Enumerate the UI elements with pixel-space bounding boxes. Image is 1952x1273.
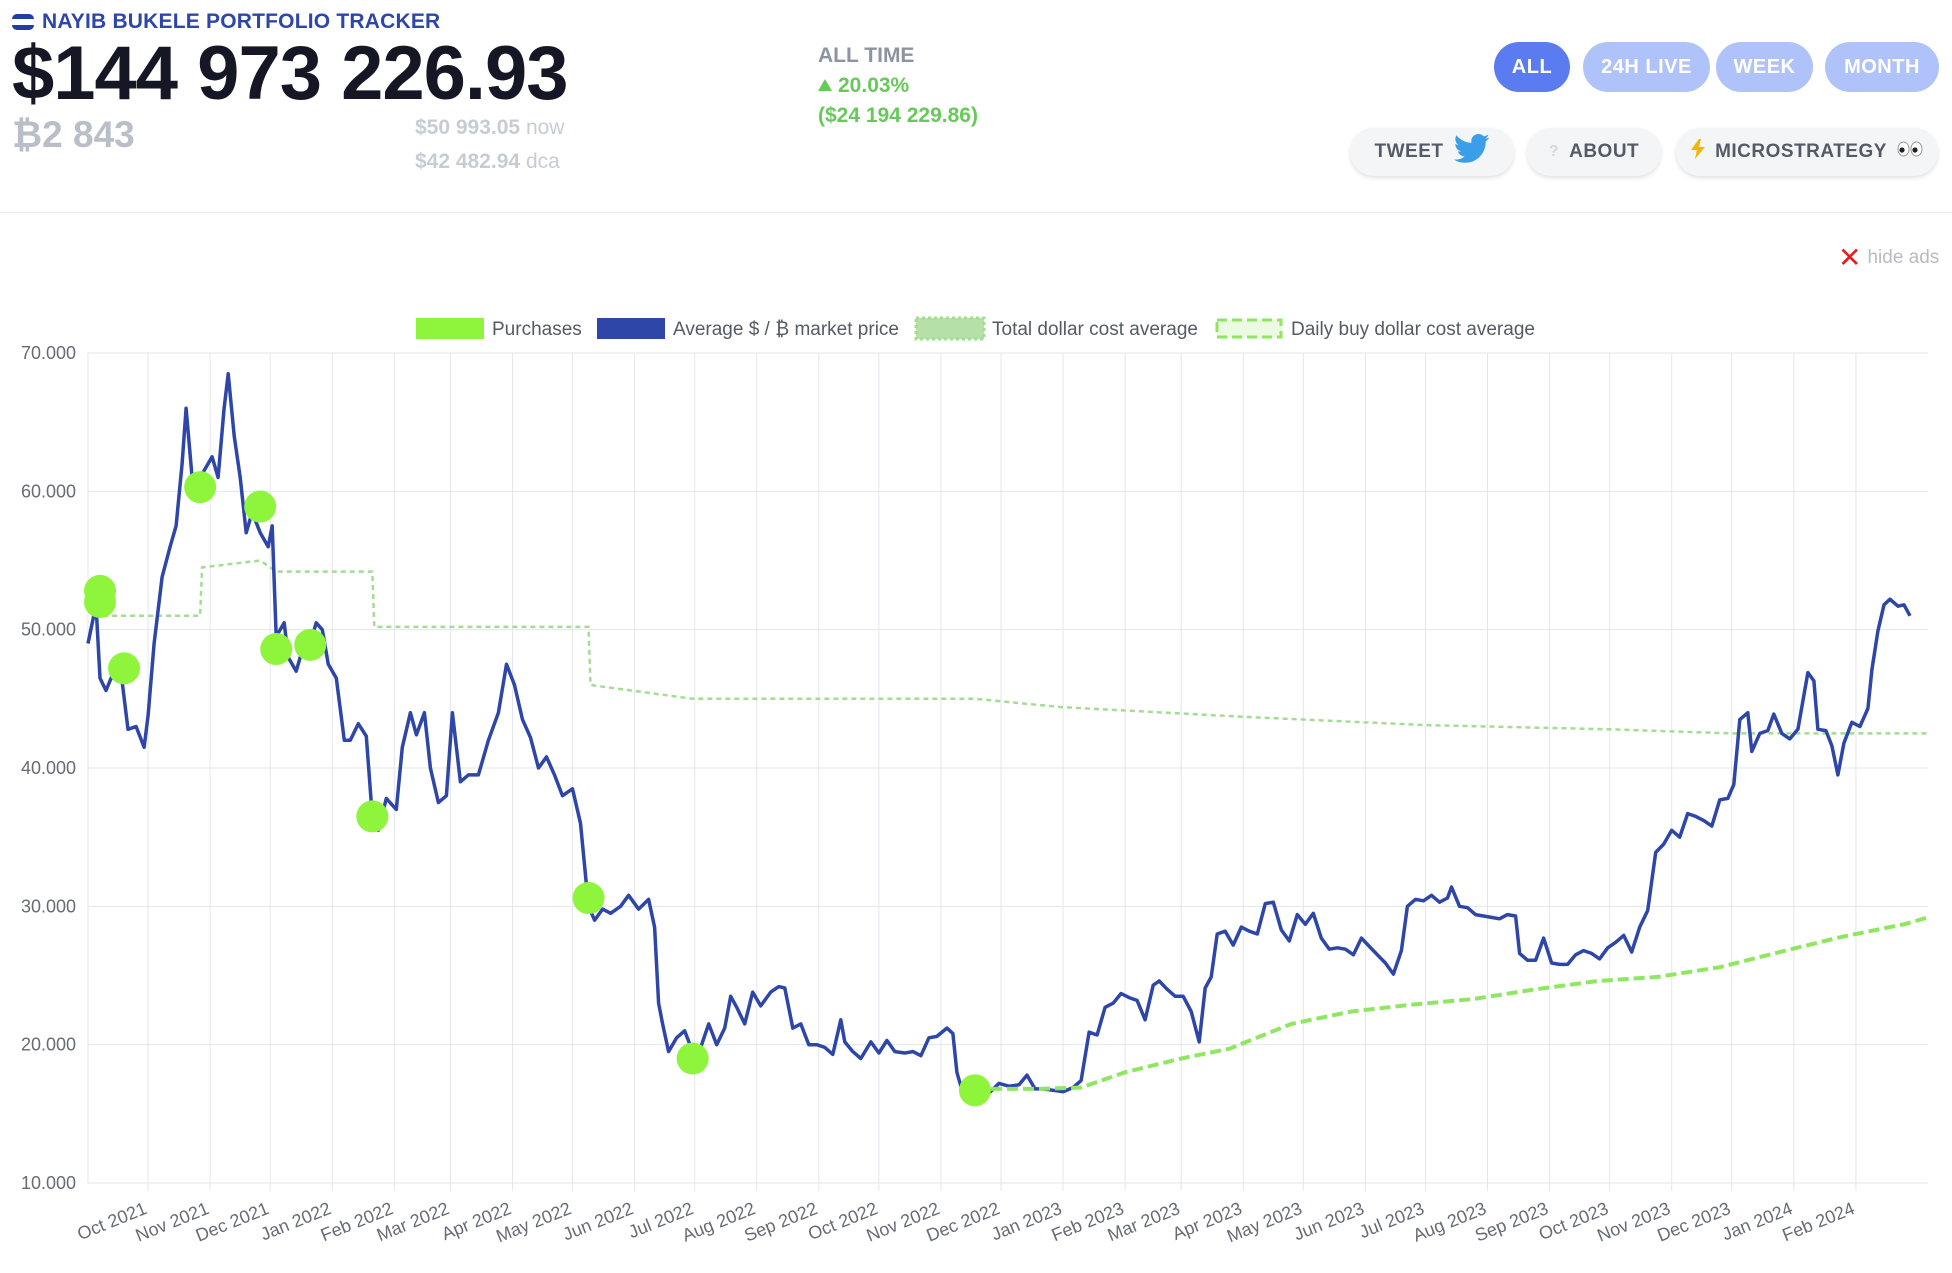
close-x-icon: ✕	[1838, 242, 1862, 273]
purchase-point	[676, 1042, 709, 1075]
purchase-point	[244, 490, 277, 523]
microstrategy-label: MICROSTRATEGY	[1715, 141, 1887, 162]
microstrategy-button[interactable]: MICROSTRATEGY	[1676, 128, 1938, 176]
x-tick-label: Jun 2022	[560, 1198, 636, 1244]
alltime-amount: ($24 194 229.86)	[818, 104, 978, 127]
x-tick-label: Jun 2023	[1291, 1198, 1367, 1244]
alltime-percent: 20.03%	[818, 74, 978, 98]
about-label: ABOUT	[1569, 141, 1640, 162]
y-tick-label: 50.000	[21, 620, 76, 640]
current-price-value: $50 993.05	[415, 116, 521, 139]
legend-label: Daily buy dollar cost average	[1291, 319, 1535, 340]
dca-price-suffix: dca	[525, 150, 560, 173]
twitter-bird-icon	[1453, 134, 1490, 170]
alltime-performance: ALL TIME 20.03% ($24 194 229.86)	[818, 44, 978, 128]
purchase-point	[958, 1074, 991, 1107]
y-tick-label: 60.000	[21, 481, 76, 501]
legend-item: Average $ / ₿ market price	[597, 318, 899, 340]
legend-item: Purchases	[416, 318, 582, 340]
legend-swatch-daily-dca	[1215, 318, 1283, 339]
current-price: $50 993.05 now	[415, 116, 564, 140]
current-price-suffix: now	[525, 116, 565, 139]
legend-label: Average $ / ₿ market price	[673, 319, 899, 340]
portfolio-usd-value: $144 973 226.93	[12, 31, 569, 116]
y-tick-label: 10.000	[21, 1173, 76, 1193]
purchase-point	[108, 652, 141, 685]
app-title[interactable]: NAYIB BUKELE PORTFOLIO TRACKER	[42, 10, 441, 33]
hide-ads-link[interactable]: ✕ hide ads	[1838, 244, 1939, 272]
lightning-icon	[1691, 139, 1706, 165]
portfolio-btc-amount: ₿2 843	[12, 114, 135, 155]
range-week-button[interactable]: WEEK	[1716, 42, 1813, 92]
y-tick-label: 30.000	[21, 896, 76, 916]
up-triangle-icon	[818, 79, 832, 91]
purchase-point	[184, 471, 217, 504]
series-market-price-line	[86, 372, 1912, 1098]
purchase-point	[294, 628, 327, 661]
legend-label: Purchases	[492, 319, 582, 340]
legend-item: Daily buy dollar cost average	[1215, 318, 1535, 340]
range-all-button[interactable]: ALL	[1494, 42, 1570, 92]
range-24h-live-button[interactable]: 24H LIVE	[1583, 42, 1710, 92]
purchase-point	[572, 882, 605, 915]
purchase-point	[260, 633, 293, 666]
legend-item: Total dollar cost average	[914, 316, 1198, 341]
legend-swatch-total-dca	[914, 316, 986, 341]
tweet-label: TWEET	[1374, 141, 1444, 162]
el-salvador-flag-icon	[12, 14, 34, 30]
legend-label: Total dollar cost average	[992, 319, 1198, 340]
purchase-point	[356, 800, 389, 833]
question-icon: ?	[1548, 143, 1560, 160]
brand[interactable]: NAYIB BUKELE PORTFOLIO TRACKER	[12, 10, 440, 34]
series-daily-dca-line	[975, 915, 1929, 1091]
purchase-point	[84, 574, 117, 607]
series-total-dca-line	[86, 559, 1928, 735]
range-month-button[interactable]: MONTH	[1825, 42, 1939, 92]
chart-svg: Purchases Average $ / ₿ market price Total…	[21, 316, 1929, 1246]
y-tick-label: 70.000	[21, 343, 76, 363]
dca-price-value: $42 482.94	[415, 150, 521, 173]
price-chart: Purchases Average $ / ₿ market price Total…	[0, 300, 1952, 1268]
legend-swatch-price	[597, 318, 665, 339]
eyes-icon	[1897, 141, 1923, 163]
hide-ads-label: hide ads	[1867, 247, 1940, 268]
legend-swatch-purchases	[416, 318, 484, 339]
x-tick-label: Feb 2024	[1779, 1198, 1857, 1245]
dca-price: $42 482.94 dca	[415, 150, 560, 174]
header: NAYIB BUKELE PORTFOLIO TRACKER $144 973 …	[0, 0, 1952, 213]
about-button[interactable]: ? ABOUT	[1527, 128, 1661, 176]
tweet-button[interactable]: TWEET	[1350, 128, 1514, 176]
y-tick-label: 40.000	[21, 758, 76, 778]
y-tick-label: 20.000	[21, 1035, 76, 1055]
alltime-label: ALL TIME	[818, 44, 915, 67]
alltime-percent-value: 20.03%	[838, 74, 910, 97]
